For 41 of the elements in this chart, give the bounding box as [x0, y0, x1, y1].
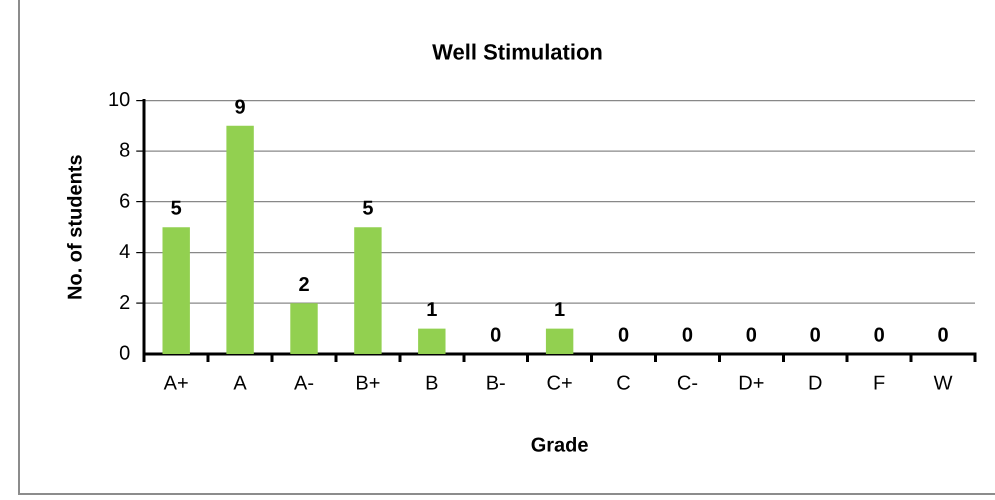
x-tick-label: B+ — [355, 372, 380, 395]
data-label: 0 — [874, 324, 885, 347]
data-label: 0 — [618, 324, 630, 347]
chart-title: Well Stimulation — [432, 39, 603, 64]
x-tick-label: D+ — [738, 372, 764, 395]
bar — [418, 328, 446, 354]
x-tick-label: B- — [486, 372, 506, 395]
x-tick-label: C — [616, 372, 631, 395]
x-axis-title: Grade — [530, 434, 589, 457]
y-tick-label: 4 — [119, 241, 130, 264]
y-tick-label: 6 — [119, 190, 130, 212]
y-axis-title: No. of students — [64, 154, 87, 300]
bar — [226, 126, 254, 354]
data-label: 0 — [746, 324, 757, 347]
y-tick-label: 2 — [119, 292, 130, 314]
data-label: 0 — [490, 324, 502, 347]
data-label: 5 — [362, 198, 374, 220]
data-label: 0 — [682, 324, 693, 347]
y-tick-label: 10 — [108, 88, 130, 111]
bar — [546, 328, 574, 354]
x-tick-label: A+ — [164, 372, 189, 395]
data-label: 1 — [426, 299, 438, 322]
data-label: 1 — [554, 299, 566, 322]
y-tick-label: 0 — [119, 342, 130, 365]
x-tick-label: A — [233, 372, 248, 395]
x-tick-label: A- — [294, 372, 314, 395]
data-label: 0 — [937, 324, 949, 347]
bar — [290, 303, 318, 354]
x-tick-label: B — [425, 372, 438, 395]
x-tick-label: D — [808, 372, 822, 395]
y-tick-label: 8 — [119, 140, 130, 162]
x-tick-label: C- — [676, 372, 698, 395]
x-tick-label: F — [873, 372, 886, 395]
bar — [354, 227, 382, 354]
x-tick-label: W — [934, 372, 953, 395]
bar — [162, 227, 190, 354]
x-tick-label: C+ — [546, 372, 573, 395]
data-label: 2 — [298, 274, 310, 296]
data-label: 0 — [810, 324, 821, 347]
data-label: 5 — [170, 198, 182, 220]
data-label: 9 — [234, 96, 246, 118]
